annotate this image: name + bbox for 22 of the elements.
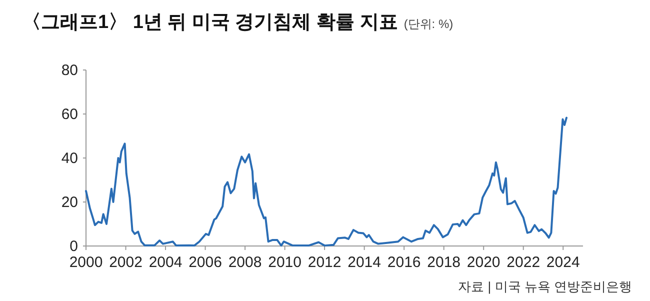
x-tick-label: 2004 <box>148 254 182 271</box>
y-tick-label: 80 <box>61 62 78 79</box>
x-tick-label: 2024 <box>546 254 580 271</box>
x-tick-label: 2000 <box>69 254 103 271</box>
x-tick-label: 2018 <box>427 254 461 271</box>
x-tick-label: 2002 <box>109 254 142 271</box>
text: 자료 | 미국 뉴욕 연방준비은행 <box>458 279 632 294</box>
y-tick-label: 40 <box>61 150 78 167</box>
y-tick-label: 20 <box>61 194 78 211</box>
x-tick-label: 2022 <box>506 254 540 271</box>
x-tick-label: 2008 <box>228 254 262 271</box>
x-tick-label: 2020 <box>466 254 500 271</box>
line-series <box>85 116 568 247</box>
chart-title: 〈그래프1〉 1년 뒤 미국 경기침체 확률 지표 <box>22 12 398 33</box>
x-tick-label: 2016 <box>387 254 421 271</box>
chart-subtitle: (단위: %) <box>404 17 454 31</box>
y-tick-label: 0 <box>70 238 78 255</box>
x-tick-label: 2014 <box>348 254 382 271</box>
y-tick-label: 60 <box>61 106 78 123</box>
x-tick-label: 2006 <box>188 254 222 271</box>
x-tick-label: 2012 <box>308 254 342 271</box>
x-tick-label: 2010 <box>268 254 302 271</box>
